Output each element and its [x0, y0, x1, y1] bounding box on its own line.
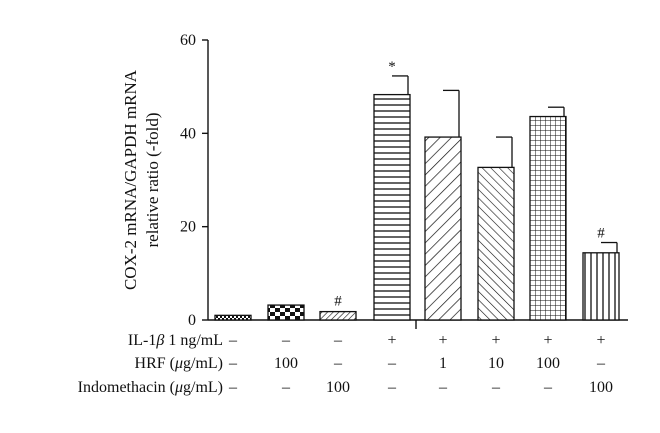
bar-5 [424, 136, 462, 321]
bar-4 [373, 93, 411, 321]
y-tick-label: 60 [180, 32, 196, 49]
condition-value: 1 [439, 355, 447, 372]
condition-value: – [387, 355, 397, 372]
condition-value: – [543, 379, 553, 396]
condition-value: – [333, 355, 343, 372]
y-ticks: 0 20 40 60 [180, 32, 208, 329]
condition-value: – [228, 332, 238, 349]
condition-value: – [491, 379, 501, 396]
condition-value: + [387, 332, 396, 349]
bar-7 [529, 115, 567, 321]
condition-value: 10 [488, 355, 504, 372]
bar-2 [267, 304, 305, 321]
condition-label-3: Indomethacin (μg/mL) [78, 379, 223, 396]
significance-marker-4: * [388, 59, 396, 75]
bar-6 [477, 166, 515, 321]
condition-label-1: IL-1β 1 ng/mL [128, 332, 223, 349]
condition-value: – [387, 379, 397, 396]
bar-8 [582, 252, 620, 321]
condition-value: 100 [326, 379, 350, 396]
condition-value: – [228, 379, 238, 396]
significance-marker-8: # [597, 226, 605, 242]
condition-value: + [596, 332, 605, 349]
y-tick-label: 0 [188, 312, 196, 329]
condition-label-2: HRF (μg/mL) [135, 355, 223, 372]
condition-value: – [596, 355, 606, 372]
condition-value: – [281, 332, 291, 349]
bar-3 [319, 310, 357, 321]
condition-value: – [281, 379, 291, 396]
condition-value: – [438, 379, 448, 396]
condition-value: 100 [274, 355, 298, 372]
condition-value: + [438, 332, 447, 349]
condition-value: – [333, 332, 343, 349]
condition-value: + [543, 332, 552, 349]
y-tick-label: 40 [180, 125, 196, 142]
condition-table: IL-1β 1 ng/mL – – – + + + + +HRF (μg/mL) –100– –1 1… [78, 332, 613, 396]
condition-value: 100 [536, 355, 560, 372]
bar-1 [214, 314, 252, 321]
y-tick-label: 20 [180, 219, 196, 236]
condition-value: – [228, 355, 238, 372]
condition-value: + [491, 332, 500, 349]
condition-value: 100 [589, 379, 613, 396]
y-axis-label-line2: relative ratio (-fold) [143, 113, 162, 248]
y-axis-label-line1: COX-2 mRNA/GAPDH mRNA [121, 69, 140, 290]
bars: # * # [214, 59, 620, 321]
significance-marker-3: # [334, 294, 342, 310]
